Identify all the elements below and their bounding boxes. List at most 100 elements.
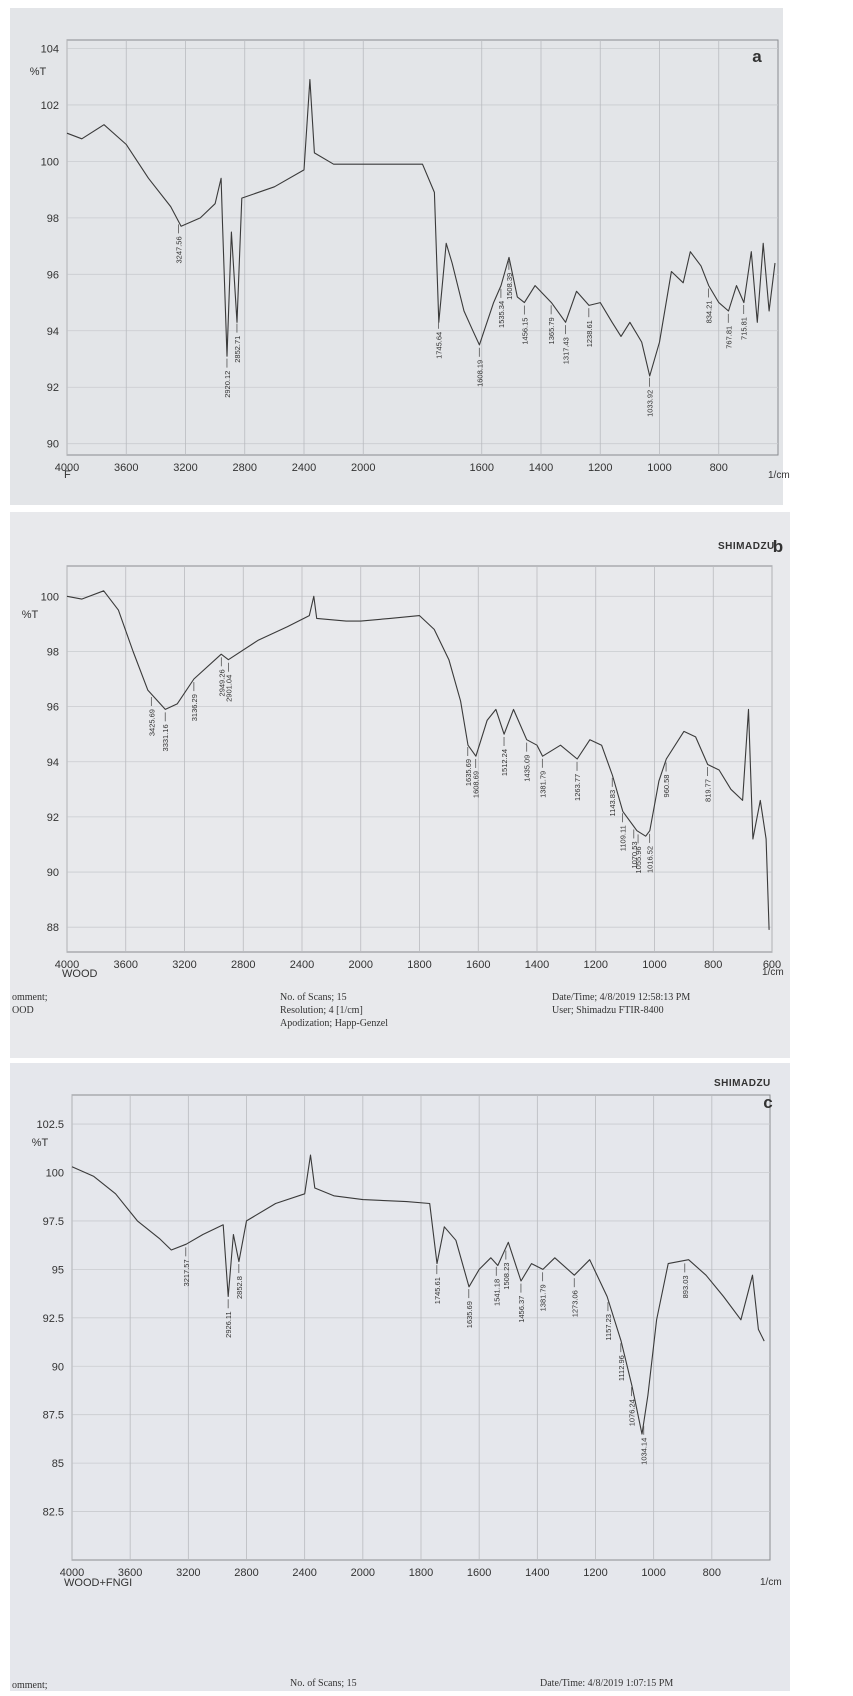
peak-label: 1635.69 <box>465 1301 474 1328</box>
x-tick-label: 1000 <box>642 959 666 971</box>
y-tick-label: 100 <box>41 591 59 603</box>
peak-label: 1273.06 <box>570 1290 579 1317</box>
x-tick-label: 3200 <box>172 959 196 971</box>
peak-label: 834.21 <box>705 300 714 323</box>
peak-label: 893.03 <box>681 1275 690 1298</box>
peak-label: 1456.37 <box>517 1296 526 1323</box>
sample-label: F <box>64 469 71 481</box>
peak-label: 1317.43 <box>561 337 570 364</box>
x-tick-label: 2400 <box>292 462 316 474</box>
sample-label: WOOD+FNGI <box>64 1577 132 1589</box>
x-axis-label: 1/cm <box>768 470 790 481</box>
brand-label: SHIMADZU <box>714 1078 771 1089</box>
spectra-figure: 9092949698100102104400036003200280024002… <box>0 0 853 1691</box>
sample-label: WOOD <box>62 968 97 980</box>
x-tick-label: 1200 <box>588 462 612 474</box>
x-tick-label: 2000 <box>349 959 373 971</box>
peak-label: 3425.69 <box>147 709 156 736</box>
footer-text: omment; <box>12 1680 48 1691</box>
y-tick-label: 90 <box>47 867 59 879</box>
peak-label: 2852.71 <box>233 336 242 363</box>
peak-label: 3331.16 <box>161 724 170 751</box>
y-tick-label: 98 <box>47 646 59 658</box>
y-tick-label: 102.5 <box>36 1119 64 1131</box>
panel-letter: c <box>763 1093 772 1112</box>
x-axis-label: 1/cm <box>760 1577 782 1588</box>
x-tick-label: 2400 <box>290 959 314 971</box>
peak-label: 1508.23 <box>502 1263 511 1290</box>
panel-background <box>10 1063 790 1691</box>
peak-label: 1112.96 <box>617 1355 626 1381</box>
x-tick-label: 1000 <box>641 1567 665 1579</box>
x-tick-label: 2000 <box>351 1567 375 1579</box>
y-tick-label: 96 <box>47 702 59 714</box>
panel-letter: a <box>752 47 762 66</box>
peak-label: 1745.61 <box>433 1277 442 1304</box>
peak-label: 2926.11 <box>224 1311 233 1338</box>
peak-label: 1535.34 <box>497 301 506 328</box>
peak-label: 1365.79 <box>547 317 556 344</box>
x-tick-label: 1600 <box>467 1567 491 1579</box>
x-tick-label: 3200 <box>173 462 197 474</box>
x-tick-label: 2800 <box>231 959 255 971</box>
peak-label: 1076.24 <box>627 1399 636 1426</box>
footer-text: Date/Time; 4/8/2019 12:58:13 PM <box>552 992 690 1003</box>
footer-text: omment; <box>12 992 48 1003</box>
x-tick-label: 800 <box>704 959 722 971</box>
y-tick-label: 100 <box>46 1168 64 1180</box>
y-tick-label: 88 <box>47 922 59 934</box>
y-tick-label: 92 <box>47 812 59 824</box>
y-tick-label: 90 <box>47 439 59 451</box>
x-tick-label: 1200 <box>584 959 608 971</box>
panel-background <box>10 512 790 1058</box>
y-tick-label: 94 <box>47 326 59 338</box>
peak-label: 715.81 <box>740 317 749 340</box>
peak-label: 1608.19 <box>475 360 484 387</box>
peak-label: 1381.79 <box>539 1284 548 1311</box>
y-tick-label: 87.5 <box>43 1410 64 1422</box>
y-axis-label: %T <box>32 1137 49 1149</box>
peak-label: 1608.69 <box>472 771 481 798</box>
y-tick-label: 90 <box>52 1361 64 1373</box>
peak-label: 1055.96 <box>634 846 643 873</box>
peak-label: 819.77 <box>703 779 712 802</box>
peak-label: 2920.12 <box>223 371 232 398</box>
peak-label: 1541.18 <box>492 1279 501 1306</box>
peak-label: 1034.14 <box>640 1438 649 1465</box>
peak-label: 2852.8 <box>235 1276 244 1299</box>
y-tick-label: 92.5 <box>43 1313 64 1325</box>
x-tick-label: 2800 <box>234 1567 258 1579</box>
x-tick-label: 1400 <box>525 1567 549 1579</box>
footer-text: Resolution; 4 [1/cm] <box>280 1005 363 1016</box>
x-tick-label: 3600 <box>114 959 138 971</box>
x-tick-label: 2400 <box>292 1567 316 1579</box>
peak-label: 1157.23 <box>604 1314 613 1341</box>
x-tick-label: 800 <box>710 462 728 474</box>
y-tick-label: 92 <box>47 382 59 394</box>
footer-text: No. of Scans; 15 <box>290 1678 357 1689</box>
peak-label: 2901.04 <box>224 675 233 702</box>
y-tick-label: 102 <box>41 100 59 112</box>
x-tick-label: 3600 <box>114 462 138 474</box>
peak-label: 1033.92 <box>645 390 654 417</box>
y-tick-label: 94 <box>47 757 59 769</box>
footer-text: No. of Scans; 15 <box>280 992 347 1003</box>
x-tick-label: 1600 <box>470 462 494 474</box>
peak-label: 1109.11 <box>618 825 627 851</box>
x-tick-label: 2800 <box>233 462 257 474</box>
x-tick-label: 1000 <box>647 462 671 474</box>
y-tick-label: 96 <box>47 269 59 281</box>
footer-text: Apodization; Happ-Genzel <box>280 1018 388 1029</box>
peak-label: 1745.64 <box>435 332 444 359</box>
peak-label: 1016.52 <box>646 846 655 873</box>
y-tick-label: 97.5 <box>43 1216 64 1228</box>
peak-label: 3247.56 <box>174 236 183 263</box>
x-tick-label: 1200 <box>583 1567 607 1579</box>
footer-text: User; Shimadzu FTIR-8400 <box>552 1005 664 1016</box>
x-tick-label: 1800 <box>409 1567 433 1579</box>
y-tick-label: 100 <box>41 156 59 168</box>
footer-text: OOD <box>12 1005 34 1016</box>
x-tick-label: 800 <box>703 1567 721 1579</box>
